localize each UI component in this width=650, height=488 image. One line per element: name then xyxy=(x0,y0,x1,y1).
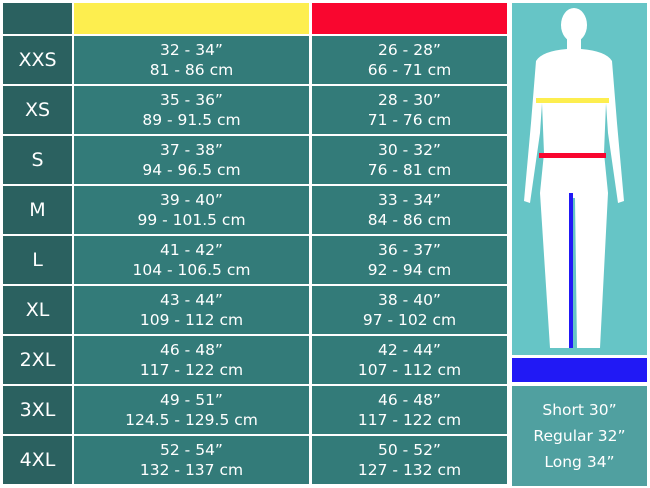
chest-inches: 32 - 34” xyxy=(160,41,223,59)
chest-cm: 109 - 112 cm xyxy=(139,311,244,329)
chest-cell: 32 - 34” 81 - 86 cm xyxy=(74,36,309,84)
size-label: XS xyxy=(3,86,72,134)
size-label: XL xyxy=(3,286,72,334)
chest-cm: 124.5 - 129.5 cm xyxy=(125,411,258,429)
chest-inches: 52 - 54” xyxy=(160,441,223,459)
chest-cm: 94 - 96.5 cm xyxy=(142,161,241,179)
waist-inches: 46 - 48” xyxy=(378,391,441,409)
inseam-long: Long 34” xyxy=(544,453,615,471)
chest-cell: 52 - 54” 132 - 137 cm xyxy=(74,436,309,484)
inseam-line xyxy=(569,193,573,348)
inseam-lengths: Short 30” Regular 32” Long 34” xyxy=(512,386,647,486)
waist-inches: 28 - 30” xyxy=(378,91,441,109)
size-text: M xyxy=(29,199,46,221)
waist-cm: 117 - 122 cm xyxy=(357,411,462,429)
size-text: 3XL xyxy=(19,399,56,421)
waist-cell: 42 - 44” 107 - 112 cm xyxy=(312,336,507,384)
size-text: S xyxy=(31,149,44,171)
chest-inches: 37 - 38” xyxy=(160,141,223,159)
waist-inches: 36 - 37” xyxy=(378,241,441,259)
size-text: 2XL xyxy=(19,349,56,371)
chest-inches: 41 - 42” xyxy=(160,241,223,259)
waist-inches: 42 - 44” xyxy=(378,341,441,359)
inseam-color-bar xyxy=(512,358,647,382)
size-label: S xyxy=(3,136,72,184)
waist-cm: 127 - 132 cm xyxy=(357,461,462,479)
waist-cm: 92 - 94 cm xyxy=(367,261,452,279)
size-text: L xyxy=(32,249,43,271)
size-text: 4XL xyxy=(19,449,56,471)
waist-cm: 66 - 71 cm xyxy=(367,61,452,79)
waist-cm: 71 - 76 cm xyxy=(367,111,452,129)
waist-cm: 107 - 112 cm xyxy=(357,361,462,379)
size-label: 4XL xyxy=(3,436,72,484)
chest-cm: 99 - 101.5 cm xyxy=(137,211,246,229)
chest-cell: 46 - 48” 117 - 122 cm xyxy=(74,336,309,384)
waist-cell: 33 - 34” 84 - 86 cm xyxy=(312,186,507,234)
waist-cm: 84 - 86 cm xyxy=(367,211,452,229)
chest-cm: 132 - 137 cm xyxy=(139,461,244,479)
waist-inches: 26 - 28” xyxy=(378,41,441,59)
waist-cell: 28 - 30” 71 - 76 cm xyxy=(312,86,507,134)
waist-inches: 38 - 40” xyxy=(378,291,441,309)
chest-cm: 81 - 86 cm xyxy=(149,61,234,79)
chest-cell: 39 - 40” 99 - 101.5 cm xyxy=(74,186,309,234)
waist-inches: 33 - 34” xyxy=(378,191,441,209)
chest-cell: 37 - 38” 94 - 96.5 cm xyxy=(74,136,309,184)
waist-cm: 76 - 81 cm xyxy=(367,161,452,179)
size-label: L xyxy=(3,236,72,284)
size-text: XS xyxy=(24,99,51,121)
header-corner xyxy=(3,3,72,34)
size-label: XXS xyxy=(3,36,72,84)
chest-cell: 49 - 51” 124.5 - 129.5 cm xyxy=(74,386,309,434)
chest-cm: 117 - 122 cm xyxy=(139,361,244,379)
chest-cm: 89 - 91.5 cm xyxy=(142,111,241,129)
waist-cell: 50 - 52” 127 - 132 cm xyxy=(312,436,507,484)
waist-inches: 30 - 32” xyxy=(378,141,441,159)
chest-inches: 49 - 51” xyxy=(160,391,223,409)
chest-inches: 46 - 48” xyxy=(160,341,223,359)
waist-line xyxy=(539,153,606,158)
waist-cell: 46 - 48” 117 - 122 cm xyxy=(312,386,507,434)
waist-cell: 30 - 32” 76 - 81 cm xyxy=(312,136,507,184)
size-label: 3XL xyxy=(3,386,72,434)
chest-line xyxy=(536,98,609,103)
chest-cell: 41 - 42” 104 - 106.5 cm xyxy=(74,236,309,284)
chest-inches: 43 - 44” xyxy=(160,291,223,309)
chest-cell: 35 - 36” 89 - 91.5 cm xyxy=(74,86,309,134)
chest-cm: 104 - 106.5 cm xyxy=(132,261,251,279)
chest-inches: 35 - 36” xyxy=(160,91,223,109)
waist-inches: 50 - 52” xyxy=(378,441,441,459)
body-figure-panel xyxy=(512,3,647,355)
inseam-short: Short 30” xyxy=(542,401,617,419)
waist-cm: 97 - 102 cm xyxy=(362,311,457,329)
size-label: M xyxy=(3,186,72,234)
chest-cell: 43 - 44” 109 - 112 cm xyxy=(74,286,309,334)
waist-cell: 36 - 37” 92 - 94 cm xyxy=(312,236,507,284)
inseam-regular: Regular 32” xyxy=(533,427,626,445)
chest-inches: 39 - 40” xyxy=(160,191,223,209)
size-text: XXS xyxy=(18,49,57,71)
body-silhouette-icon xyxy=(524,8,624,348)
waist-cell: 26 - 28” 66 - 71 cm xyxy=(312,36,507,84)
waist-color-header xyxy=(312,3,507,34)
size-text: XL xyxy=(25,299,50,321)
waist-cell: 38 - 40” 97 - 102 cm xyxy=(312,286,507,334)
size-label: 2XL xyxy=(3,336,72,384)
chest-color-header xyxy=(74,3,309,34)
